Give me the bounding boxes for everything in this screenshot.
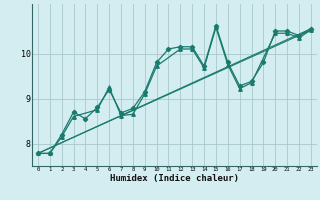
X-axis label: Humidex (Indice chaleur): Humidex (Indice chaleur) [110,174,239,183]
